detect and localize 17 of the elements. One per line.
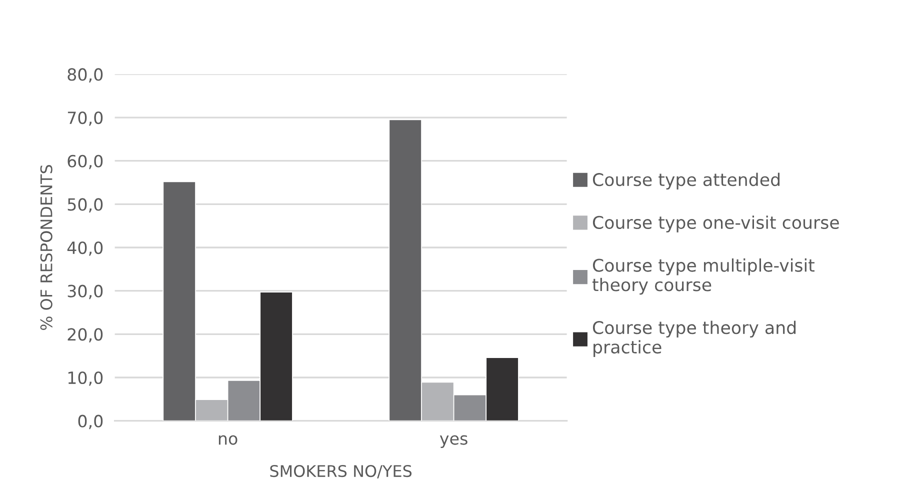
legend-label: Course type multiple-visit theory course xyxy=(592,258,814,295)
y-tick-label: 0,0 xyxy=(78,414,103,430)
legend-label: Course type theory and practice xyxy=(592,320,796,357)
y-tick-label: 10,0 xyxy=(68,371,103,386)
legend-label: Course type one-visit course xyxy=(592,216,839,232)
y-axis-title: % OF RESPONDENTS xyxy=(40,164,52,330)
x-tick-label: no xyxy=(218,435,238,445)
y-tick-label: 30,0 xyxy=(68,284,103,300)
x-tick-label: yes xyxy=(440,435,468,448)
y-tick-label: 40,0 xyxy=(67,241,103,256)
y-tick-label: 70,0 xyxy=(68,111,103,126)
y-tick-label: 60,0 xyxy=(68,154,103,170)
y-tick-label: 80,0 xyxy=(68,68,103,82)
y-tick-label: 20,0 xyxy=(68,328,103,342)
x-axis-title: SMOKERS NO/YES xyxy=(270,465,412,478)
y-tick-label: 50,0 xyxy=(68,198,103,212)
legend-label: Course type attended xyxy=(592,172,780,190)
